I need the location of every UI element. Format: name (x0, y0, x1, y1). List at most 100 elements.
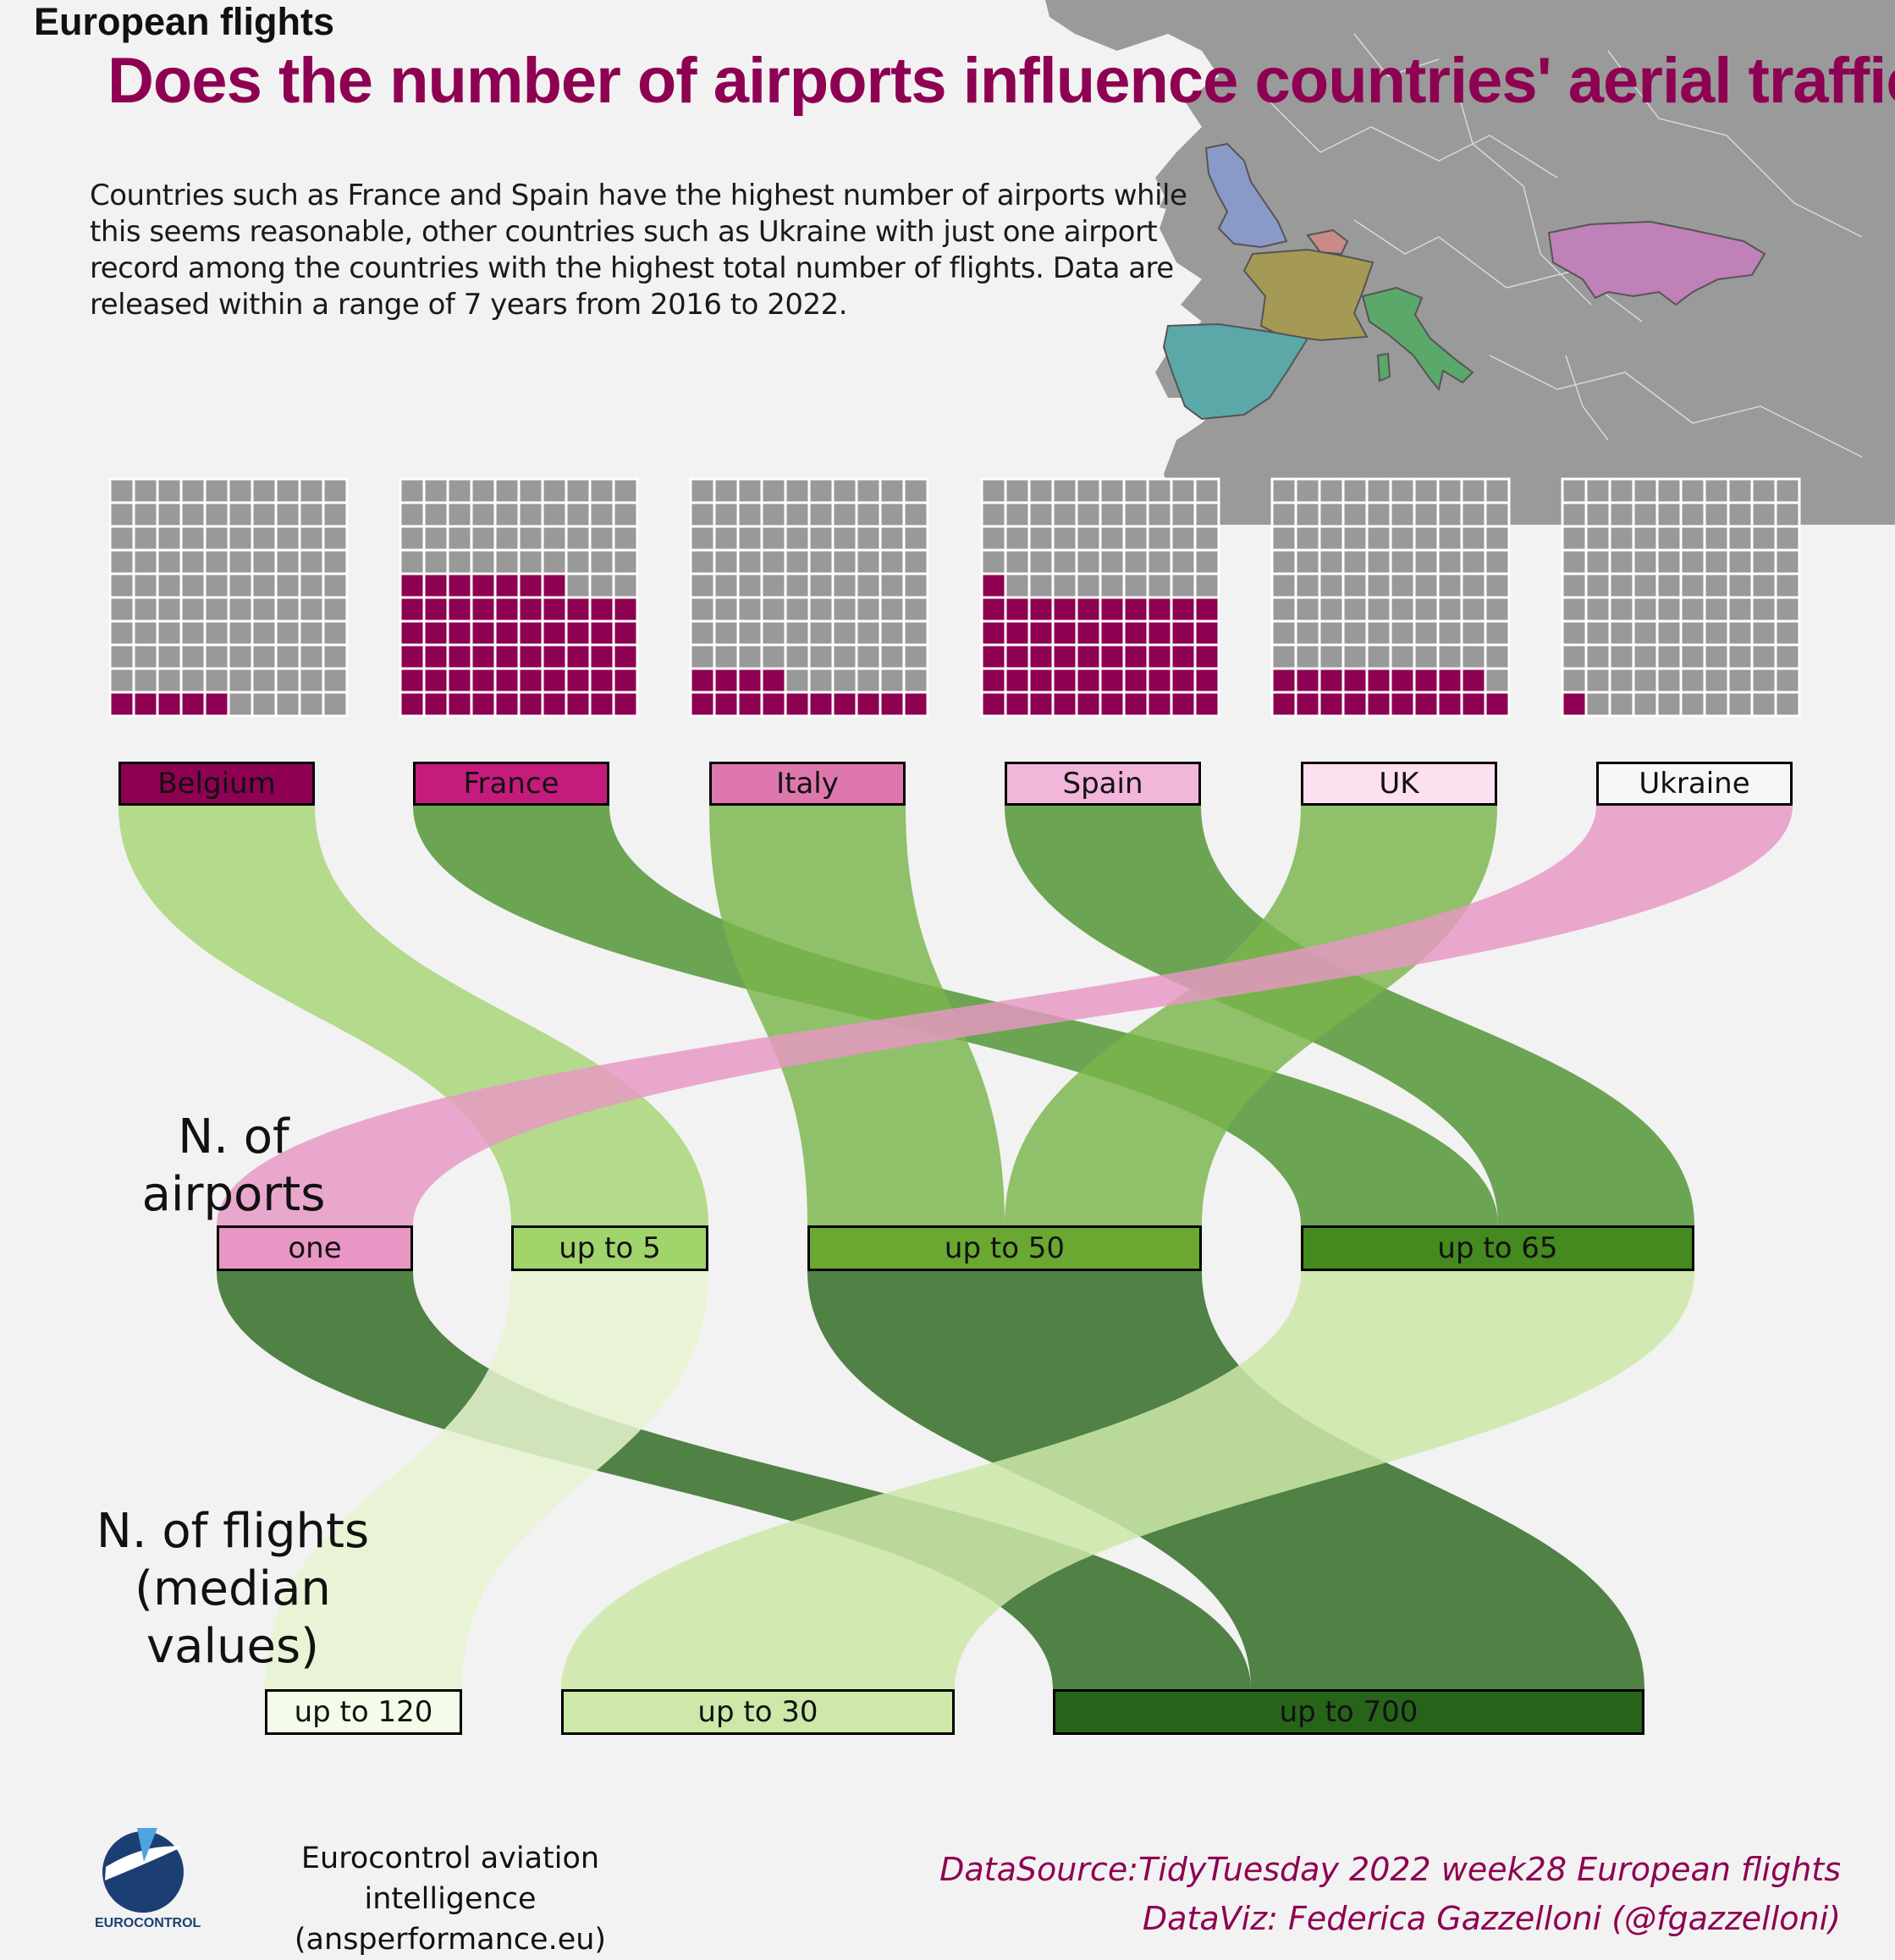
waffle-cell (1318, 572, 1345, 599)
waffle-cell (1484, 501, 1511, 528)
waffle-cell (1484, 619, 1511, 647)
waffle-cell (1389, 667, 1416, 694)
waffle-cell (156, 572, 183, 599)
waffle-cell (493, 548, 521, 575)
waffle-cell (132, 572, 159, 599)
waffle-cell (565, 548, 592, 575)
waffle-cell (1027, 477, 1055, 504)
waffle-cell (1027, 596, 1055, 623)
waffle-cell (1365, 525, 1392, 552)
waffle-cell (1365, 548, 1392, 575)
waffle-cell (612, 548, 639, 575)
waffle-cell (251, 572, 278, 599)
waffle-cell (108, 667, 135, 694)
waffle-cell (156, 501, 183, 528)
waffle-cell (736, 572, 763, 599)
waffle-cell (855, 572, 882, 599)
waffle-cell (298, 525, 325, 552)
waffle-cell (1075, 619, 1102, 647)
waffle-cell (831, 667, 858, 694)
waffle-cell (1679, 667, 1706, 694)
waffle-cell (1027, 643, 1055, 670)
waffle-cell (713, 643, 740, 670)
waffle-cell (612, 525, 639, 552)
waffle-cell (1484, 477, 1511, 504)
waffle-cell (517, 643, 544, 670)
waffle-cell (1679, 643, 1706, 670)
waffle-cell (1460, 572, 1487, 599)
waffle-cell (1389, 619, 1416, 647)
waffle-cell (1294, 548, 1321, 575)
waffle-france (399, 477, 639, 718)
waffle-cell (1750, 667, 1777, 694)
waffle-cell (760, 643, 787, 670)
waffle-cell (422, 477, 449, 504)
waffle-cell (1584, 619, 1611, 647)
waffle-cell (179, 667, 207, 694)
waffle-cell (1294, 619, 1321, 647)
waffle-cell (1051, 596, 1078, 623)
waffle-cell (1436, 548, 1463, 575)
page-title: Does the number of airports influence co… (107, 45, 1895, 117)
waffle-cell (1075, 643, 1102, 670)
waffle-cell (736, 525, 763, 552)
waffle-cell (1632, 548, 1659, 575)
europe-map (1045, 0, 1895, 525)
waffle-cell (251, 548, 278, 575)
waffle-cell (274, 643, 301, 670)
waffle-cell (1413, 548, 1440, 575)
waffle-cell (132, 691, 159, 718)
waffle-italy (689, 477, 929, 718)
waffle-cell (1389, 525, 1416, 552)
waffle-cell (713, 596, 740, 623)
waffle-cell (1099, 477, 1126, 504)
waffle-cell (1004, 596, 1031, 623)
waffle-cell (1365, 501, 1392, 528)
waffle-cell (1727, 691, 1754, 718)
waffle-cell (1193, 477, 1220, 504)
waffle-cell (470, 548, 497, 575)
waffle-cell (446, 548, 473, 575)
waffle-cell (1146, 643, 1173, 670)
waffle-cell (422, 596, 449, 623)
waffle-cell (736, 501, 763, 528)
waffle-cell (108, 619, 135, 647)
waffle-cell (108, 596, 135, 623)
waffle-cell (1584, 667, 1611, 694)
waffle-cell (1679, 619, 1706, 647)
waffle-cell (422, 643, 449, 670)
waffle-cell (1170, 596, 1197, 623)
waffle-cell (1584, 548, 1611, 575)
waffle-cell (1632, 643, 1659, 670)
waffle-cell (251, 691, 278, 718)
airports-node-up-to-65: up to 65 (1301, 1225, 1694, 1271)
waffle-cell (203, 572, 230, 599)
map-ukraine (1547, 220, 1766, 306)
waffle-cell (156, 477, 183, 504)
waffle-uk (1270, 477, 1511, 718)
map-belgium (1306, 228, 1349, 256)
waffle-cell (689, 691, 716, 718)
waffle-cell (203, 667, 230, 694)
waffle-cell (251, 477, 278, 504)
waffle-ukraine (1561, 477, 1801, 718)
waffle-cell (980, 572, 1007, 599)
waffle-cell (784, 667, 811, 694)
waffle-cell (1679, 525, 1706, 552)
waffle-cell (1727, 525, 1754, 552)
waffle-cell (322, 525, 349, 552)
waffle-cell (980, 548, 1007, 575)
waffle-cell (565, 525, 592, 552)
waffle-cell (422, 525, 449, 552)
waffle-cell (493, 619, 521, 647)
waffle-cell (807, 525, 835, 552)
waffle-cell (1703, 643, 1730, 670)
waffle-cell (689, 548, 716, 575)
waffle-cell (1632, 596, 1659, 623)
axis-label-flights: N. of flights (median values) (96, 1504, 370, 1674)
waffle-cell (1027, 667, 1055, 694)
waffle-cell (1436, 477, 1463, 504)
waffle-cell (1318, 525, 1345, 552)
waffle-cell (541, 691, 568, 718)
waffle-cell (713, 619, 740, 647)
